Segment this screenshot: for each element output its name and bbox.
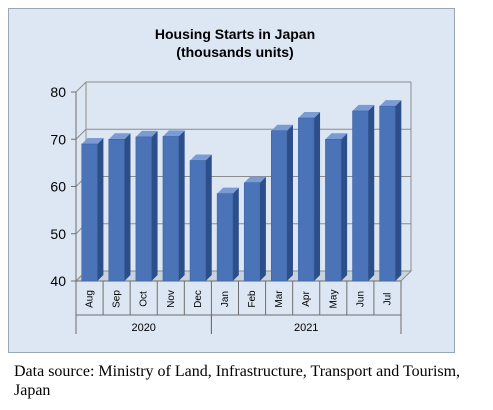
bar-oct [135, 130, 158, 282]
bar-nov [162, 130, 185, 282]
chart-subtitle: (thousands units) [176, 44, 293, 60]
bar-side [178, 130, 185, 281]
x-tick-label: Oct [139, 291, 150, 307]
bar-top [244, 176, 266, 183]
bar-side [341, 133, 348, 281]
bar-top [379, 100, 402, 107]
bar-side [232, 187, 239, 281]
bar-front [243, 182, 261, 282]
data-source-caption: Data source: Ministry of Land, Infrastru… [14, 363, 461, 399]
bar-apr [298, 111, 321, 282]
x-tick-label: Mar [274, 290, 285, 308]
bar-front [298, 117, 315, 282]
bar-front [379, 105, 396, 282]
bars [81, 100, 402, 282]
bar-may [325, 133, 348, 282]
bar-chart: Housing Starts in Japan (thousands units… [50, 26, 413, 334]
y-tick-label: 40 [50, 273, 66, 289]
bar-side [151, 130, 158, 281]
chart-panel: Housing Starts in Japan (thousands units… [8, 8, 455, 353]
bar-front [162, 136, 179, 282]
bar-mar [271, 124, 293, 282]
axis-labels: 40 50 60 70 80 Aug Sep Oct Nov Dec Jan Feb Mar Apr May… [50, 84, 393, 334]
x-tick-label: Sep [112, 290, 123, 308]
x-tick-label: Jan [220, 291, 231, 307]
bar-top [217, 187, 239, 194]
x-tick-label: Dec [193, 290, 204, 308]
bar-jun [352, 104, 375, 282]
bar-front [325, 139, 342, 282]
bar-front [189, 160, 206, 282]
chart-title: Housing Starts in Japan [155, 26, 315, 42]
y-tick-label: 70 [50, 131, 66, 147]
bar-side [286, 124, 293, 282]
x-tick-label: Jun [355, 291, 366, 307]
bar-front [352, 110, 369, 282]
bar-top [190, 154, 212, 161]
bar-front [108, 139, 125, 282]
bar-top [352, 104, 375, 111]
bar-dec [189, 154, 212, 282]
x-group-label: 2021 [294, 322, 318, 334]
x-tick-label: Nov [166, 290, 177, 308]
x-group-label: 2020 [131, 322, 155, 334]
bar-side [368, 104, 375, 282]
bar-top [162, 130, 185, 137]
x-tick-label: Apr [301, 291, 312, 307]
bar-side [259, 176, 266, 281]
bar-front [81, 143, 98, 282]
bar-front [216, 193, 234, 282]
bar-feb [243, 176, 266, 282]
bar-jul [379, 100, 402, 282]
gridline-connector [75, 128, 87, 140]
bar-side [314, 111, 321, 281]
y-tick-label: 80 [50, 84, 66, 100]
bar-jan [216, 187, 239, 282]
x-tick-label: Jul [382, 293, 393, 306]
bar-front [135, 136, 152, 282]
x-tick-label: May [328, 290, 339, 309]
bar-top [81, 137, 104, 144]
bar-sep [108, 133, 131, 282]
bar-top [298, 111, 321, 118]
bar-top [135, 130, 158, 137]
bar-top [108, 133, 131, 140]
bar-side [395, 100, 402, 281]
x-tick-label: Feb [247, 290, 258, 308]
bar-top [325, 133, 348, 140]
axes [71, 91, 402, 334]
bar-side [205, 154, 212, 281]
bar-side [124, 133, 131, 281]
bar-top [271, 124, 293, 131]
gridline-connector [75, 81, 87, 93]
x-tick-label: Aug [85, 290, 96, 308]
bar-aug [81, 137, 104, 282]
y-tick-label: 50 [50, 226, 66, 242]
y-tick-label: 60 [50, 179, 66, 195]
bar-front [271, 130, 288, 282]
bar-side [97, 137, 104, 281]
